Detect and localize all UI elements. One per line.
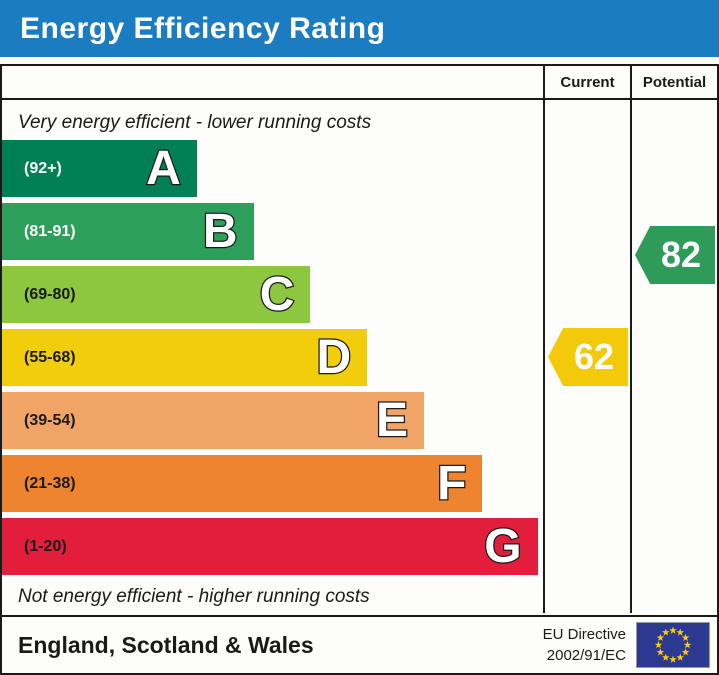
header-spacer bbox=[2, 66, 543, 100]
eu-directive-label: EU Directive 2002/91/EC bbox=[543, 624, 626, 666]
rating-table: Current Potential Very energy efficient … bbox=[0, 64, 719, 617]
band-row-d: (55-68) D bbox=[2, 329, 543, 392]
band-row-f: (21-38) F bbox=[2, 455, 543, 518]
band-letter-b: B bbox=[202, 204, 239, 258]
title-bar: Energy Efficiency Rating bbox=[0, 0, 719, 57]
band-letter-c: C bbox=[258, 267, 295, 321]
eu-directive-line1: EU Directive bbox=[542, 626, 626, 643]
band-bar-b: (81-91) B bbox=[2, 203, 254, 260]
band-bar-a: (92+) A bbox=[2, 140, 197, 197]
band-letter-a: A bbox=[145, 141, 182, 195]
band-range-g: (1-20) bbox=[24, 537, 67, 555]
band-row-g: (1-20) G bbox=[2, 518, 543, 581]
band-range-d: (55-68) bbox=[24, 348, 76, 366]
band-bar-e: (39-54) E bbox=[2, 392, 424, 449]
band-range-f: (21-38) bbox=[24, 474, 76, 492]
bottom-note: Not energy efficient - higher running co… bbox=[18, 586, 370, 607]
band-letter-g: G bbox=[483, 519, 523, 573]
bands-chart-area: Very energy efficient - lower running co… bbox=[2, 100, 543, 613]
band-row-e: (39-54) E bbox=[2, 392, 543, 455]
current-column-cell: 62 bbox=[543, 100, 630, 613]
band-range-c: (69-80) bbox=[24, 285, 76, 303]
footer: England, Scotland & Wales EU Directive 2… bbox=[0, 617, 719, 675]
current-rating-value: 62 bbox=[573, 336, 615, 377]
current-column-header: Current bbox=[543, 66, 630, 100]
band-range-e: (39-54) bbox=[24, 411, 76, 429]
page-title: Energy Efficiency Rating bbox=[20, 11, 386, 45]
band-letter-e: E bbox=[375, 393, 410, 447]
band-bar-g: (1-20) G bbox=[2, 518, 538, 575]
potential-column-cell: 82 bbox=[630, 100, 717, 613]
band-letter-f: F bbox=[436, 456, 468, 510]
current-rating-arrow: 62 bbox=[548, 328, 628, 386]
potential-column-header: Potential bbox=[630, 66, 717, 100]
top-note: Very energy efficient - lower running co… bbox=[18, 112, 372, 133]
band-range-a: (92+) bbox=[24, 159, 62, 177]
band-row-a: (92+) A bbox=[2, 140, 543, 203]
potential-rating-arrow: 82 bbox=[635, 226, 715, 284]
rating-bands: (92+) A (81-91) B (69-80) C bbox=[2, 140, 543, 581]
band-letter-d: D bbox=[315, 330, 352, 384]
potential-rating-value: 82 bbox=[660, 234, 702, 275]
band-range-b: (81-91) bbox=[24, 222, 76, 240]
eu-directive-line2: 2002/91/EC bbox=[546, 647, 626, 664]
band-bar-f: (21-38) F bbox=[2, 455, 483, 512]
band-bar-c: (69-80) C bbox=[2, 266, 311, 323]
region-label: England, Scotland & Wales bbox=[18, 631, 314, 658]
band-row-b: (81-91) B bbox=[2, 203, 543, 266]
eu-flag-icon bbox=[636, 622, 710, 668]
band-bar-d: (55-68) D bbox=[2, 329, 368, 386]
band-row-c: (69-80) C bbox=[2, 266, 543, 329]
